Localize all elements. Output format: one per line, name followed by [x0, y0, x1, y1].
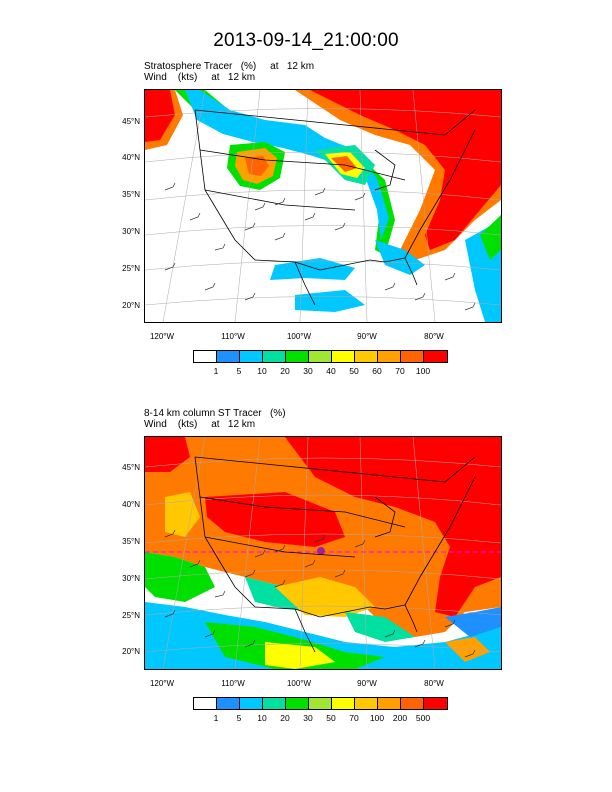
colorbar-swatch	[263, 698, 286, 709]
colorbar-label: 1	[213, 713, 219, 723]
panel2-graticule	[145, 437, 501, 669]
panel2-lon-label: 90°W	[357, 679, 377, 688]
panel2-lat-label: 45°N	[122, 463, 140, 472]
panel2-colorbar	[193, 697, 448, 710]
colorbar-label: 50	[349, 366, 359, 376]
panel1-map-svg	[145, 90, 501, 322]
panel2-location-marker	[317, 547, 325, 555]
panel2-subtitle-line1: 8-14 km column ST Tracer (%)	[144, 408, 286, 419]
panel2-lon-label: 80°W	[424, 679, 444, 688]
colorbar-swatch	[217, 698, 240, 709]
colorbar-swatch	[355, 351, 378, 362]
panel1-lon-label: 90°W	[357, 332, 377, 341]
panel1-lon-label: 100°W	[286, 332, 312, 341]
panel1-lon-label: 80°W	[424, 332, 444, 341]
panel2-lat-label: 30°N	[122, 574, 140, 583]
panel1-graticule	[145, 90, 501, 322]
colorbar-label: 30	[303, 366, 313, 376]
panel2-tracer-field	[145, 437, 501, 669]
colorbar-swatch	[424, 698, 447, 709]
panel1-subtitle-line1: Stratosphere Tracer (%) at 12 km	[144, 61, 315, 72]
panel2-lon-label: 120°W	[149, 679, 175, 688]
colorbar-swatch	[355, 698, 378, 709]
colorbar-swatch	[309, 351, 332, 362]
panel2-subtitle-line2: Wind (kts) at 12 km	[144, 419, 256, 430]
panel1-borders	[194, 109, 476, 306]
panel2-lat-label: 25°N	[122, 611, 140, 620]
colorbar-label: 5	[236, 713, 242, 723]
panel2-borders	[194, 456, 476, 653]
colorbar-swatch	[194, 351, 217, 362]
colorbar-swatch	[401, 698, 424, 709]
panel2-map	[144, 436, 502, 670]
panel1-lat-label: 40°N	[122, 153, 140, 162]
panel1-lon-label: 110°W	[221, 332, 245, 341]
colorbar-label: 70	[349, 713, 359, 723]
colorbar-label: 30	[303, 713, 313, 723]
panel1-lat-label: 20°N	[122, 301, 140, 310]
colorbar-label: 60	[372, 366, 382, 376]
colorbar-label: 20	[280, 366, 290, 376]
panel2-map-svg	[145, 437, 501, 669]
colorbar-swatch	[217, 351, 240, 362]
colorbar-label: 10	[257, 366, 267, 376]
colorbar-label: 20	[280, 713, 290, 723]
panel1-lat-label: 45°N	[122, 117, 140, 126]
colorbar-label: 10	[257, 713, 267, 723]
colorbar-label: 500	[415, 713, 431, 723]
colorbar-label: 70	[395, 366, 405, 376]
panel1-lat-label: 30°N	[122, 227, 140, 236]
colorbar-swatch	[286, 698, 309, 709]
colorbar-swatch	[378, 698, 401, 709]
colorbar-swatch	[332, 698, 355, 709]
colorbar-swatch	[424, 351, 447, 362]
panel1-subtitle-line2: Wind (kts) at 12 km	[144, 72, 256, 83]
colorbar-swatch	[401, 351, 424, 362]
panel1-map	[144, 89, 502, 323]
colorbar-label: 1	[213, 366, 219, 376]
panel2-lat-label: 40°N	[122, 500, 140, 509]
panel2-lon-label: 100°W	[286, 679, 312, 688]
colorbar-swatch	[286, 351, 309, 362]
colorbar-swatch	[240, 351, 263, 362]
colorbar-label: 5	[236, 366, 242, 376]
panel2-lat-label: 35°N	[122, 537, 140, 546]
panel1-wind-barbs	[164, 182, 476, 311]
colorbar-swatch	[194, 698, 217, 709]
panel2-lat-label: 20°N	[122, 647, 140, 656]
colorbar-swatch	[263, 351, 286, 362]
panel1-lat-label: 35°N	[122, 190, 140, 199]
colorbar-label: 100	[369, 713, 385, 723]
panel2-wind-barbs	[164, 529, 476, 658]
colorbar-swatch	[332, 351, 355, 362]
colorbar-swatch	[240, 698, 263, 709]
colorbar-swatch	[309, 698, 332, 709]
colorbar-swatch	[378, 351, 401, 362]
panel2-lon-label: 110°W	[221, 679, 245, 688]
panel1-lat-label: 25°N	[122, 264, 140, 273]
colorbar-label: 40	[326, 366, 336, 376]
colorbar-label: 200	[392, 713, 408, 723]
colorbar-label: 50	[326, 713, 336, 723]
colorbar-label: 100	[415, 366, 431, 376]
panel1-lon-label: 120°W	[149, 332, 175, 341]
main-title: 2013-09-14_21:00:00	[213, 30, 399, 51]
panel1-colorbar	[193, 350, 448, 363]
panel1-tracer-field	[145, 90, 501, 322]
